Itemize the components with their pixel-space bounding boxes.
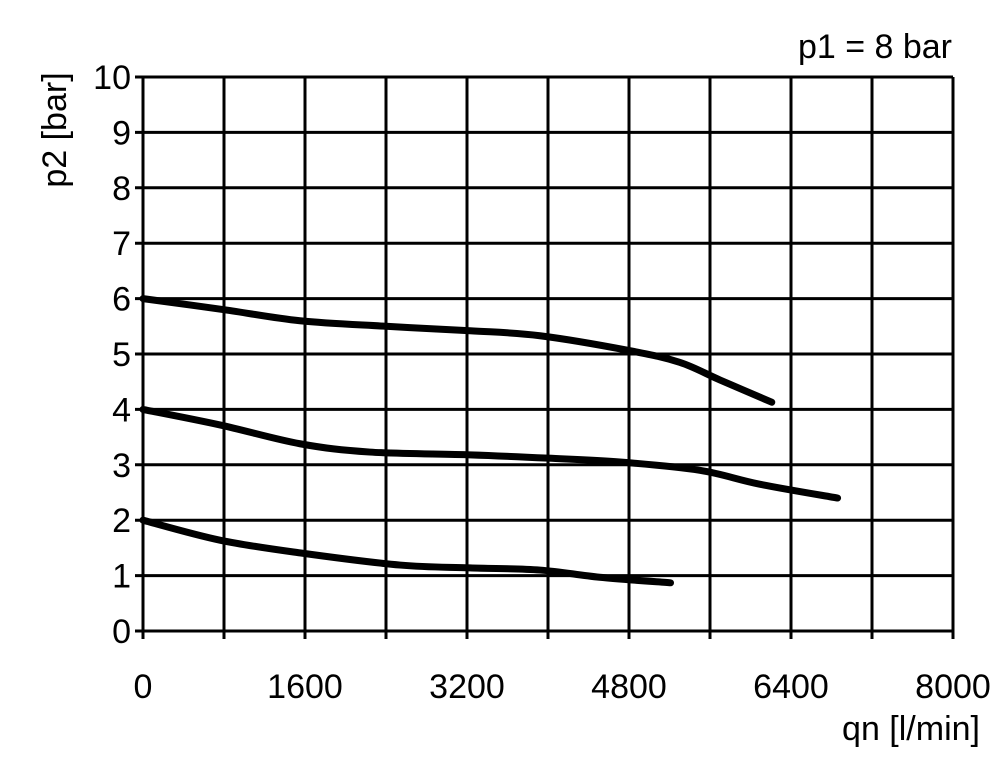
curve-1 <box>139 295 776 406</box>
y-tick-label: 6 <box>112 281 131 319</box>
y-axis-label: p2 [bar] <box>36 72 74 187</box>
curve-3 <box>139 516 675 587</box>
y-tick-label: 0 <box>112 613 131 651</box>
y-tick-label: 7 <box>112 225 131 263</box>
y-tick-label: 2 <box>112 502 131 540</box>
y-tick-label: 8 <box>112 170 131 208</box>
curves <box>139 295 842 587</box>
x-tick-label: 1600 <box>267 668 343 706</box>
chart-title: p1 = 8 bar <box>798 28 952 66</box>
x-tick-label: 3200 <box>429 668 505 706</box>
y-tick-label: 5 <box>112 336 131 374</box>
grid <box>135 75 955 639</box>
x-tick-label: 0 <box>134 668 153 706</box>
y-tick-label: 1 <box>112 558 131 596</box>
x-tick-label: 6400 <box>753 668 829 706</box>
x-axis-label: qn [l/min] <box>842 710 980 748</box>
y-tick-label: 9 <box>112 114 131 152</box>
y-tick-label: 4 <box>112 391 131 429</box>
x-tick-label: 4800 <box>591 668 667 706</box>
y-tick-label: 10 <box>93 59 131 97</box>
curve-2 <box>139 405 842 502</box>
y-tick-label: 3 <box>112 447 131 485</box>
tick-labels: 0 1 2 3 4 5 6 7 8 9 10 0 1600 3200 4800 6400 8000 <box>93 59 991 706</box>
x-tick-label: 8000 <box>915 668 991 706</box>
